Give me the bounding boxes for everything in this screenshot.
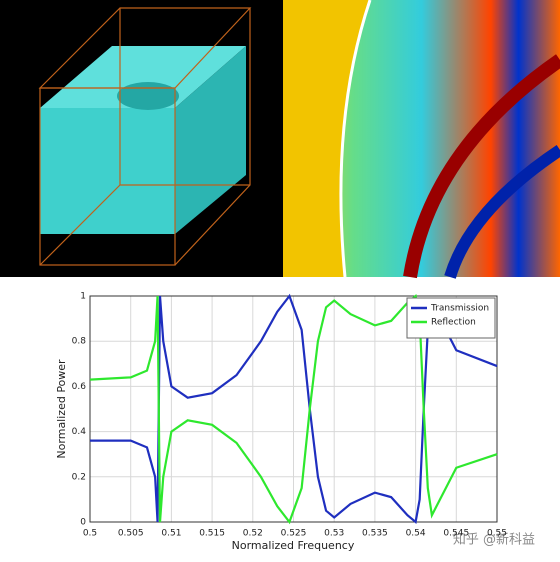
x-tick-label: 0.525 bbox=[281, 529, 307, 539]
x-tick-label: 0.55 bbox=[487, 529, 507, 539]
x-tick-label: 0.545 bbox=[443, 529, 469, 539]
x-tick-label: 0.5 bbox=[83, 529, 97, 539]
render-panel bbox=[0, 0, 283, 277]
legend-label: Reflection bbox=[431, 318, 476, 328]
x-tick-label: 0.54 bbox=[406, 529, 426, 539]
legend-label: Transmission bbox=[430, 304, 489, 314]
legend-box bbox=[406, 297, 496, 339]
y-tick-label: 0.8 bbox=[72, 337, 87, 347]
x-tick-label: 0.505 bbox=[118, 529, 144, 539]
y-axis-label: Normalized Power bbox=[55, 359, 68, 459]
x-tick-label: 0.515 bbox=[199, 529, 225, 539]
field-panel bbox=[283, 0, 560, 279]
x-tick-label: 0.535 bbox=[362, 529, 388, 539]
x-axis-label: Normalized Frequency bbox=[232, 539, 355, 552]
x-tick-label: 0.51 bbox=[161, 529, 181, 539]
plot-frame bbox=[89, 295, 498, 523]
y-tick-label: 0.2 bbox=[72, 472, 86, 482]
y-tick-label: 0.6 bbox=[72, 382, 87, 392]
x-tick-label: 0.53 bbox=[324, 529, 344, 539]
y-tick-label: 0 bbox=[80, 518, 86, 528]
y-tick-label: 0.4 bbox=[72, 427, 87, 437]
x-tick-label: 0.52 bbox=[243, 529, 263, 539]
watermark: 知乎 @新科益 bbox=[453, 532, 535, 548]
series-line bbox=[89, 293, 498, 525]
y-tick-label: 1 bbox=[80, 292, 86, 302]
